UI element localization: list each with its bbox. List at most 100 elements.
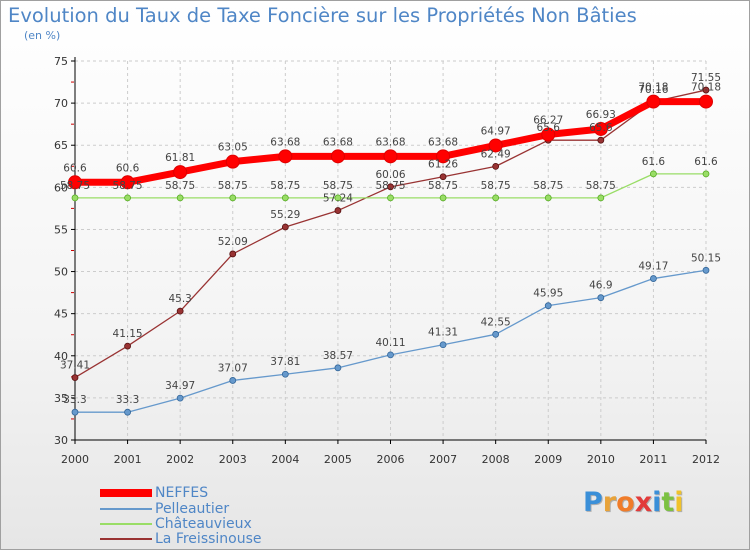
- data-point: [281, 194, 289, 202]
- y-tick-label: 70: [54, 97, 68, 110]
- data-point: [124, 408, 131, 416]
- data-point: [439, 341, 447, 349]
- data-point: [436, 149, 451, 164]
- y-tick-label: 75: [54, 55, 68, 68]
- data-label: 61.81: [165, 152, 195, 164]
- y-tick-label: 50: [54, 266, 68, 279]
- x-tick-label: 2000: [61, 453, 89, 466]
- data-label: 71.55: [691, 72, 721, 84]
- data-point: [597, 194, 605, 202]
- data-label: 33.3: [116, 394, 139, 406]
- data-label: 38.57: [323, 350, 353, 362]
- x-tick-label: 2012: [692, 453, 720, 466]
- data-point: [699, 94, 713, 109]
- data-point: [229, 194, 237, 202]
- data-label: 60.6: [63, 162, 87, 174]
- x-tick-label: 2008: [482, 453, 510, 466]
- legend-label: NEFFES: [155, 484, 209, 501]
- data-label: 63.68: [270, 136, 300, 148]
- data-point: [229, 250, 237, 258]
- data-label: 40.11: [375, 337, 405, 349]
- data-label: 65.6: [537, 122, 561, 134]
- data-point: [702, 266, 710, 274]
- data-label: 49.17: [638, 261, 668, 273]
- data-point: [541, 127, 556, 142]
- data-point: [650, 275, 657, 282]
- y-tick-label: 55: [54, 223, 68, 236]
- data-label: 58.75: [323, 180, 353, 192]
- legend-item: La Freissinouse: [100, 530, 262, 547]
- data-label: 61.6: [642, 156, 666, 168]
- y-tick-label: 35: [54, 392, 68, 405]
- data-point: [544, 194, 552, 202]
- x-tick-label: 2007: [429, 453, 457, 466]
- data-label: 58.75: [113, 180, 143, 192]
- data-label: 58.75: [586, 180, 616, 192]
- proxiti-logo: Proxiti: [583, 487, 684, 518]
- data-label: 63.05: [218, 142, 248, 154]
- data-label: 64.97: [481, 125, 511, 137]
- y-tick-label: 60: [54, 181, 68, 194]
- data-point: [176, 394, 184, 402]
- data-label: 58.75: [375, 180, 405, 192]
- legend-swatch: [100, 507, 152, 510]
- data-label: 42.55: [481, 316, 511, 328]
- data-label: 58.75: [218, 180, 248, 192]
- data-label: 58.75: [165, 180, 195, 192]
- legend-swatch: [100, 537, 152, 540]
- x-tick-label: 2010: [587, 453, 615, 466]
- chart-title: Evolution du Taux de Taxe Foncière sur l…: [8, 4, 637, 27]
- data-label: 63.68: [428, 136, 458, 148]
- data-label: 41.15: [113, 328, 143, 340]
- data-point: [439, 194, 447, 202]
- x-tick-label: 2005: [324, 453, 352, 466]
- data-point: [387, 194, 394, 202]
- data-point: [334, 207, 342, 214]
- data-point: [544, 302, 552, 310]
- data-label: 61.6: [694, 156, 718, 168]
- y-tick-label: 65: [54, 139, 68, 152]
- data-label: 37.07: [218, 362, 248, 374]
- data-point: [124, 342, 131, 350]
- data-label: 55.29: [270, 209, 300, 221]
- data-point: [124, 194, 131, 202]
- data-label: 62.49: [481, 148, 511, 160]
- data-label: 58.75: [533, 180, 563, 192]
- data-point: [702, 86, 710, 94]
- data-label: 46.9: [589, 280, 612, 292]
- legend-item: Pelleautier: [100, 501, 229, 517]
- data-point: [68, 175, 82, 190]
- data-point: [650, 170, 657, 178]
- data-point: [71, 408, 79, 416]
- data-point: [387, 351, 394, 359]
- data-label: 58.75: [428, 180, 458, 192]
- data-label: 60.6: [116, 162, 140, 174]
- legend-label: La Freissinouse: [155, 530, 262, 547]
- data-label: 52.09: [218, 236, 248, 248]
- legend-item: NEFFES: [100, 484, 209, 501]
- data-label: 63.68: [375, 136, 405, 148]
- data-label: 70.18: [638, 82, 668, 94]
- x-tick-label: 2009: [534, 453, 562, 466]
- data-label: 37.81: [270, 356, 300, 368]
- legend-label: Châteauvieux: [155, 515, 252, 532]
- data-point: [176, 194, 184, 202]
- y-tick-label: 30: [54, 434, 68, 447]
- data-label: 65.6: [589, 122, 613, 134]
- data-point: [492, 162, 500, 170]
- data-label: 66.93: [586, 109, 616, 121]
- data-label: 34.97: [165, 380, 195, 392]
- data-point: [439, 173, 447, 181]
- data-point: [330, 149, 345, 164]
- data-label: 70.16: [638, 84, 668, 96]
- x-tick-label: 2011: [639, 453, 667, 466]
- data-point: [387, 183, 394, 191]
- data-point: [225, 154, 240, 169]
- data-point: [120, 175, 135, 190]
- x-tick-label: 2004: [271, 453, 299, 466]
- data-label: 63.68: [323, 136, 353, 148]
- data-label: 45.3: [168, 293, 191, 305]
- data-point: [593, 121, 608, 136]
